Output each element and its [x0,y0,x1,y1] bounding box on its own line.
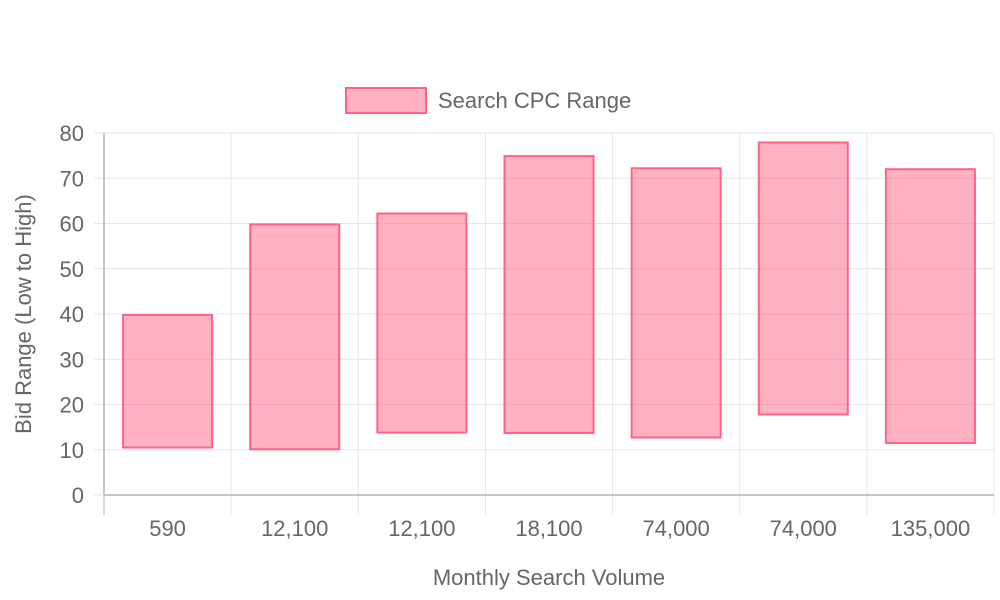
legend-label[interactable]: Search CPC Range [438,88,631,113]
y-tick-label: 10 [60,438,84,463]
x-tick-label: 135,000 [891,516,971,541]
x-tick-label: 74,000 [770,516,837,541]
legend[interactable]: Search CPC Range [345,87,631,114]
range-bar[interactable] [757,141,849,416]
range-bar[interactable] [376,212,468,434]
x-tick-label: 590 [149,516,186,541]
legend-swatch[interactable] [345,87,427,114]
range-bar[interactable] [122,313,214,449]
bars [122,141,976,451]
range-bar[interactable] [503,155,595,435]
range-bar[interactable] [630,167,722,439]
x-tick-label: 74,000 [642,516,709,541]
y-tick-label: 40 [60,302,84,327]
x-tick-label: 12,100 [388,516,455,541]
y-tick-label: 50 [60,257,84,282]
y-tick-label: 80 [60,121,84,146]
y-tick-label: 0 [72,483,84,508]
y-tick-label: 60 [60,212,84,237]
axes [94,132,994,496]
y-tick-label: 20 [60,393,84,418]
range-bar[interactable] [249,223,341,451]
y-axis-title: Bid Range (Low to High) [11,194,36,434]
tick-labels: 0 10 20 30 40 50 60 70 80 590 12,100 12,100 18,100 74… [60,121,971,541]
x-axis-title: Monthly Search Volume [433,565,665,590]
x-tick-label: 18,100 [515,516,582,541]
y-tick-label: 70 [60,166,84,191]
y-tick-label: 30 [60,347,84,372]
range-bar[interactable] [884,168,976,444]
x-tick-label: 12,100 [261,516,328,541]
